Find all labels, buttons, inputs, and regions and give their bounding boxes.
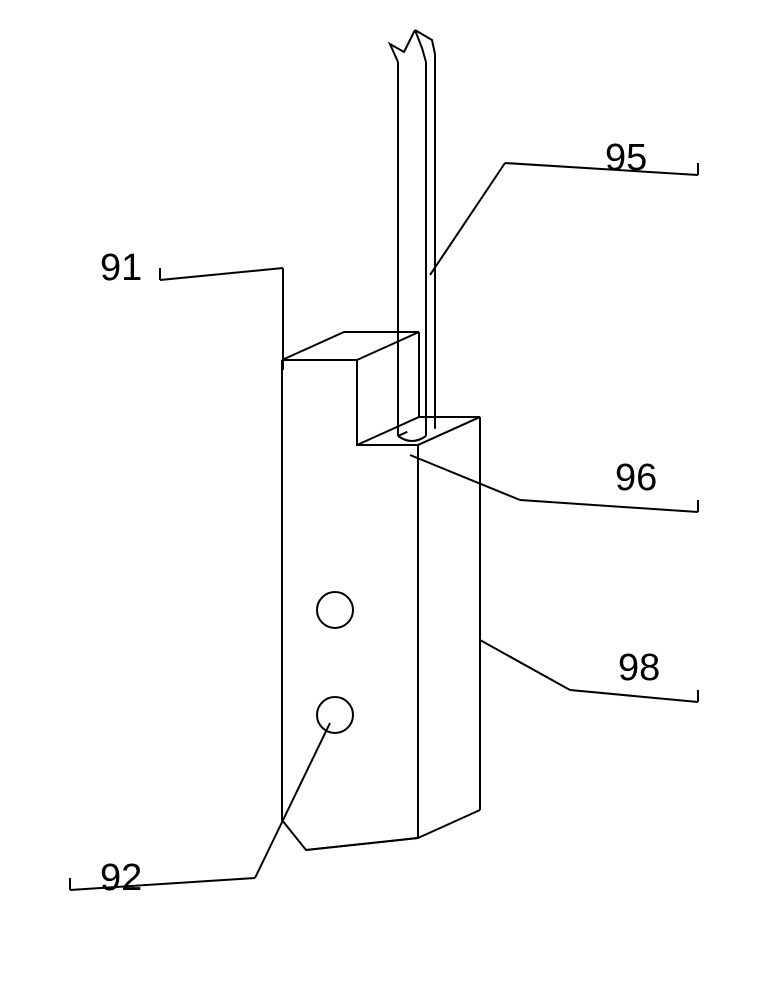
label-96: 96 — [615, 457, 657, 499]
label-91: 91 — [100, 247, 142, 289]
label-95: 95 — [605, 137, 647, 179]
label-92: 92 — [100, 857, 142, 899]
label-98: 98 — [618, 647, 660, 689]
